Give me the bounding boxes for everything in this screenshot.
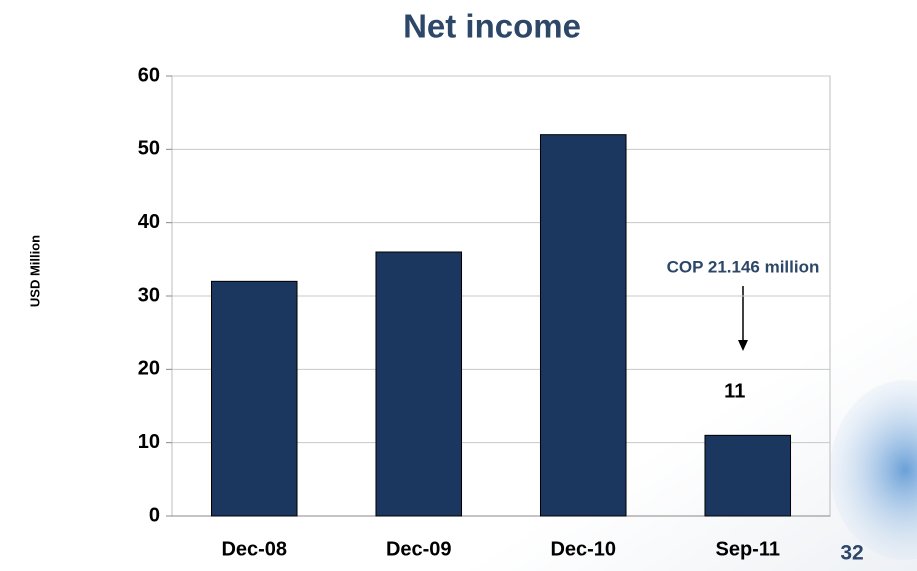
y-tick-label: 20 xyxy=(138,358,160,380)
decoration xyxy=(830,380,917,560)
y-tick-label: 40 xyxy=(138,211,160,233)
bar xyxy=(375,251,463,517)
x-tick-label: Dec-10 xyxy=(550,538,616,560)
x-tick-label: Sep-11 xyxy=(716,538,780,560)
bar xyxy=(539,134,627,517)
bar xyxy=(210,280,298,517)
y-tick-label: 10 xyxy=(138,431,160,453)
y-tick-label: 50 xyxy=(138,138,160,160)
chart-title: Net income xyxy=(403,8,581,45)
data-label: 11 xyxy=(724,381,745,403)
y-axis-label: USD Million xyxy=(27,235,42,307)
bar xyxy=(704,434,792,517)
annotation: COP 21.146 million xyxy=(667,257,820,276)
x-tick-label: Dec-09 xyxy=(386,538,452,560)
y-tick-label: 30 xyxy=(138,284,160,306)
x-tick-label: Dec-08 xyxy=(221,538,287,560)
annotation-arrowhead xyxy=(738,340,748,351)
page-number: 32 xyxy=(840,542,863,565)
y-tick-label: 0 xyxy=(149,504,160,526)
y-tick-label: 60 xyxy=(138,64,160,86)
